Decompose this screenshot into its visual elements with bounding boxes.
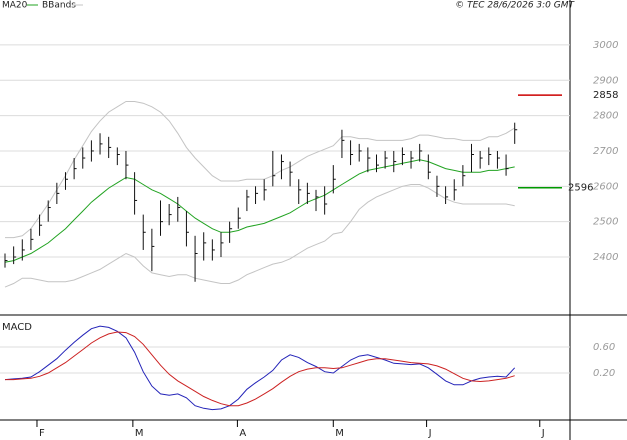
ma20-line — [4, 159, 515, 263]
x-tick-label: F — [39, 428, 45, 439]
y-tick-label: 3000 — [593, 40, 618, 51]
level-label: 2858 — [593, 90, 618, 101]
level-label: 2596 — [568, 183, 593, 194]
x-tick-label: J — [428, 428, 432, 439]
y-tick-label: 2700 — [593, 146, 618, 157]
y-tick-label: 2800 — [593, 111, 618, 122]
y-tick-label: 2600 — [593, 181, 618, 192]
x-tick-label: A — [239, 428, 246, 439]
y-tick-label: 2900 — [593, 75, 618, 86]
legend-label: BBands — [42, 1, 76, 11]
macd-title: MACD — [2, 322, 32, 333]
y-tick-label: 0.20 — [593, 368, 615, 379]
legend-label: MA20 — [2, 1, 28, 11]
macd-line — [4, 325, 516, 411]
x-tick-label: J — [541, 428, 545, 439]
y-tick-label: 2500 — [593, 217, 618, 228]
y-tick-label: 0.60 — [593, 342, 615, 353]
macd-line — [5, 331, 515, 407]
x-tick-label: M — [135, 428, 144, 439]
y-tick-label: 2400 — [593, 252, 618, 263]
x-tick-label: M — [335, 428, 344, 439]
bband-upper — [5, 101, 515, 239]
bband-lower — [4, 184, 515, 288]
annotation: © TEC 28/6/2026 3:0 GMT — [455, 1, 575, 11]
